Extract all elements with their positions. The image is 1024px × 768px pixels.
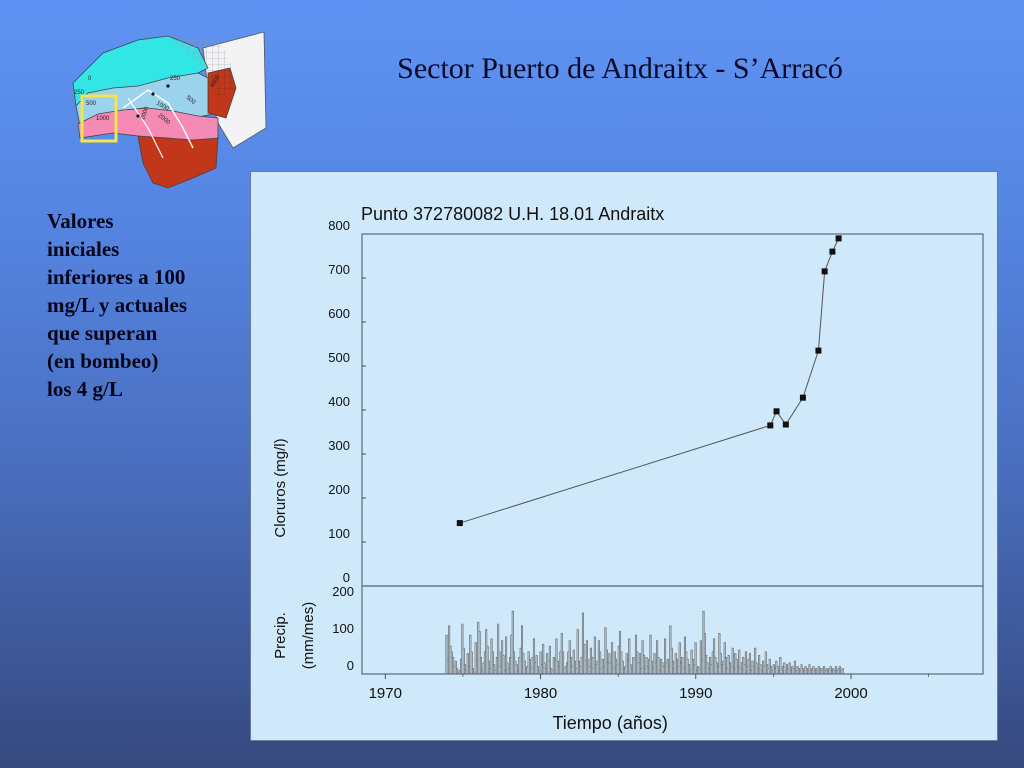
- x-axis-label: Tiempo (años): [552, 713, 667, 733]
- chloride-point: [456, 520, 463, 527]
- chloride-point: [773, 408, 780, 415]
- map-contour-label: 2000: [140, 105, 150, 120]
- chloride-point: [782, 421, 789, 428]
- chloride-point: [799, 394, 806, 401]
- chloride-point: [835, 235, 842, 242]
- y-tick-label: 400: [328, 394, 350, 409]
- precip-tick-label: 100: [332, 621, 354, 636]
- map-contour-label: 250: [74, 90, 85, 96]
- side-note-line: Valores: [47, 209, 114, 233]
- precip-bars: [445, 610, 844, 674]
- y-tick-label: 500: [328, 350, 350, 365]
- map-road: [122, 89, 194, 149]
- x-tick-label: 1980: [524, 685, 557, 702]
- chart-panel: 0 100 200 300 400 500 600 700 800 0 100 200 1970 1980…: [250, 171, 998, 741]
- chloride-point: [821, 268, 828, 275]
- precip-axis-label-units: (mm/mes): [300, 602, 317, 670]
- x-tick-label: 1990: [679, 685, 712, 702]
- side-note: Valores iniciales inferiores a 100 mg/L …: [47, 207, 237, 403]
- map-well-dot: [151, 92, 155, 96]
- chart-title: Punto 372780082 U.H. 18.01 Andraitx: [361, 204, 664, 224]
- slide-title: Sector Puerto de Andraitx - S’Arracó: [397, 52, 843, 85]
- map-grid-hatch-red: [208, 68, 236, 98]
- map-contour-label: 0: [88, 76, 92, 82]
- y-tick-label: 800: [328, 218, 350, 233]
- side-note-line: los 4 g/L: [47, 377, 123, 401]
- precip-axis-label: Precip.: [272, 612, 289, 659]
- y-axis-label: Cloruros (mg/l): [272, 438, 289, 537]
- chloride-point: [829, 248, 836, 255]
- side-note-line: que superan: [47, 321, 158, 345]
- precip-tick-label: 0: [347, 658, 354, 673]
- chloride-point: [815, 347, 822, 354]
- location-map: 0 250 500 1000 2000 250 500 1000 4000 20…: [72, 31, 267, 189]
- map-contour-label: 1000: [96, 116, 110, 122]
- side-note-line: (en bombeo): [47, 349, 159, 373]
- map-contour-label: 500: [86, 101, 97, 107]
- chloride-plot-frame: [361, 233, 984, 587]
- map-contour-label: 250: [170, 76, 181, 82]
- side-note-line: iniciales: [47, 237, 120, 261]
- precip-tick-label: 200: [332, 584, 354, 599]
- map-well-dot: [166, 84, 170, 88]
- y-tick-label: 100: [328, 526, 350, 541]
- y-tick-label: 300: [328, 438, 350, 453]
- chloride-line: [459, 238, 840, 524]
- y-tick-label: 700: [328, 262, 350, 277]
- map-well-dot: [136, 114, 140, 118]
- y-tick-label: 600: [328, 306, 350, 321]
- x-tick-label: 1970: [369, 685, 402, 702]
- side-note-line: inferiores a 100: [47, 265, 186, 289]
- y-tick-label: 0: [343, 570, 350, 585]
- x-tick-label: 2000: [834, 685, 867, 702]
- chloride-series: [456, 235, 842, 527]
- chloride-point: [767, 422, 774, 429]
- map-contour-label: 500: [185, 95, 197, 106]
- precip-bar-series: [445, 610, 844, 674]
- map-zone-red: [137, 135, 219, 189]
- side-note-line: mg/L y actuales: [47, 293, 187, 317]
- map-road: [127, 97, 164, 159]
- chloride-chart: 0 100 200 300 400 500 600 700 800 0 100 200 1970 1980…: [272, 204, 984, 733]
- map-grid-hatch: [168, 36, 233, 73]
- y-tick-label: 200: [328, 482, 350, 497]
- map-highlight-box: [80, 94, 118, 143]
